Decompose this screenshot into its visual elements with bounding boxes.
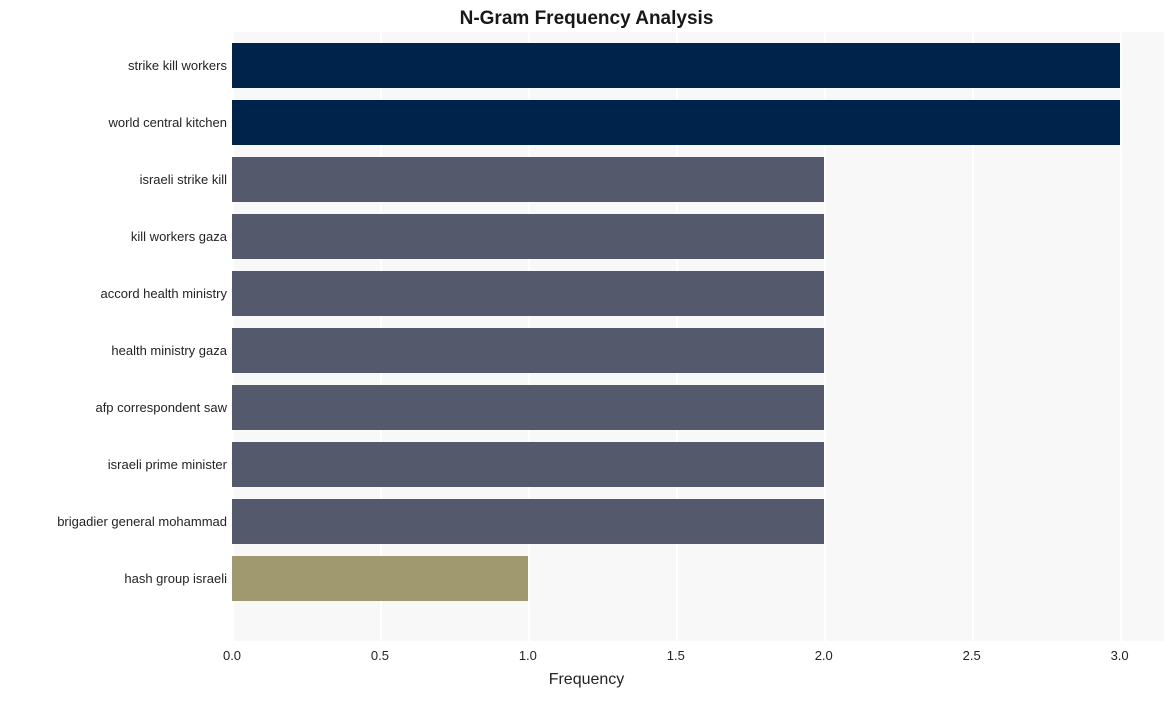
plot-area [232,32,1164,641]
bar [232,271,824,316]
bar [232,328,824,373]
y-tick-label: health ministry gaza [2,343,227,358]
y-tick-label: strike kill workers [2,58,227,73]
y-tick-label: brigadier general mohammad [2,514,227,529]
x-tick-label: 1.5 [667,648,685,663]
x-tick-label: 3.0 [1111,648,1129,663]
x-tick-label: 0.0 [223,648,241,663]
bar [232,100,1120,145]
chart-title: N-Gram Frequency Analysis [0,8,1173,30]
x-axis-label: Frequency [0,671,1173,689]
gridline [1120,32,1122,641]
bar [232,157,824,202]
bar [232,214,824,259]
bar [232,43,1120,88]
ngram-chart: N-Gram Frequency Analysis strike kill wo… [0,0,1173,701]
y-tick-label: afp correspondent saw [2,400,227,415]
y-tick-label: world central kitchen [2,115,227,130]
bar [232,556,528,601]
x-tick-label: 2.5 [963,648,981,663]
y-tick-label: accord health ministry [2,286,227,301]
x-tick-label: 1.0 [519,648,537,663]
y-tick-label: israeli prime minister [2,457,227,472]
row-band [232,32,1164,37]
row-band [232,607,1164,641]
y-tick-label: israeli strike kill [2,172,227,187]
x-tick-label: 0.5 [371,648,389,663]
y-tick-label: hash group israeli [2,571,227,586]
y-tick-label: kill workers gaza [2,229,227,244]
bar [232,442,824,487]
x-tick-label: 2.0 [815,648,833,663]
bar [232,385,824,430]
bar [232,499,824,544]
